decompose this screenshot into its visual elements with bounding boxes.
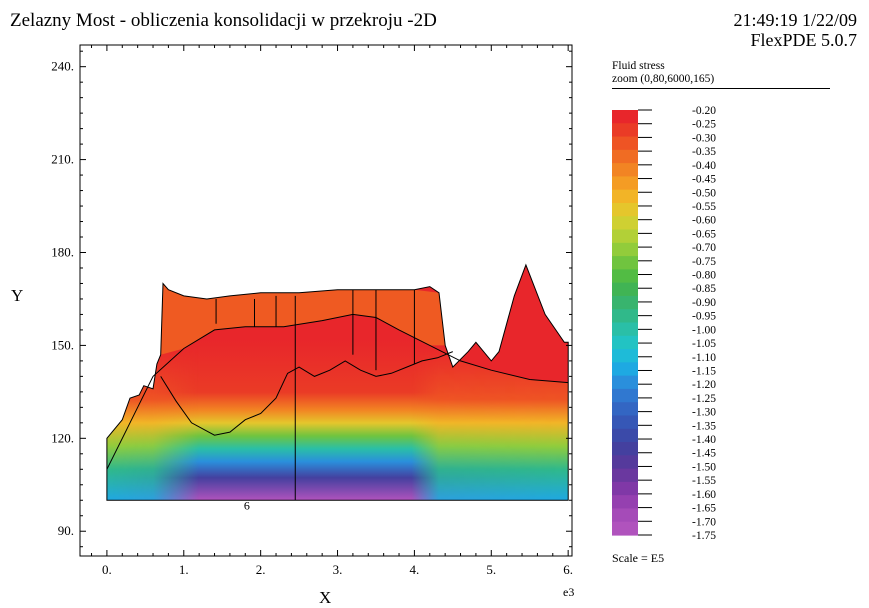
legend-swatch-29 [612, 495, 638, 510]
legend-swatch-10 [612, 242, 638, 257]
legend-label-26: -1.50 [692, 461, 716, 473]
legend-swatch-16 [612, 322, 638, 337]
timestamp: 21:49:19 1/22/09 [733, 10, 857, 30]
y-tick-label-3: 180. [51, 244, 74, 259]
legend-swatch-18 [612, 349, 638, 363]
legend-swatch-14 [612, 295, 638, 310]
legend-swatch-5 [612, 176, 638, 191]
legend-label-19: -1.15 [692, 365, 716, 377]
legend-swatch-19 [612, 362, 638, 377]
legend-swatch-17 [612, 335, 638, 350]
legend-label-3: -0.35 [692, 146, 716, 158]
legend-label-11: -0.75 [692, 256, 716, 268]
legend-swatch-12 [612, 269, 638, 284]
legend-swatch-26 [612, 455, 638, 470]
legend-swatch-22 [612, 402, 638, 417]
x-tick-label-2: 2. [256, 562, 266, 577]
x-tick-label-5: 5. [486, 562, 496, 577]
legend-swatch-2 [612, 136, 638, 151]
legend-label-21: -1.25 [692, 393, 716, 405]
legend-variable: Fluid stress [612, 60, 665, 72]
legend-swatch-31 [612, 521, 638, 536]
legend-label-2: -0.30 [692, 132, 716, 144]
legend-label-16: -1.00 [692, 324, 716, 336]
legend-label-30: -1.70 [692, 516, 716, 528]
legend-label-10: -0.70 [692, 242, 716, 254]
legend-label-29: -1.65 [692, 503, 716, 515]
legend-swatch-15 [612, 309, 638, 324]
x-tick-label-0: 0. [102, 562, 112, 577]
legend-label-28: -1.60 [692, 489, 716, 501]
y-axis-label: Y [11, 286, 24, 305]
y-tick-label-4: 210. [51, 152, 74, 167]
y-tick-label-1: 120. [51, 430, 74, 445]
legend-swatch-8 [612, 216, 638, 231]
legend-header: Fluid stress zoom (0,80,6000,165) [612, 60, 714, 86]
legend-swatch-3 [612, 149, 638, 164]
legend-label-7: -0.55 [692, 201, 716, 213]
legend-label-8: -0.60 [692, 215, 716, 227]
legend-label-12: -0.80 [692, 270, 716, 282]
legend-swatch-13 [612, 282, 638, 297]
legend-scale: Scale = E5 [612, 551, 665, 565]
legend-label-17: -1.05 [692, 338, 716, 350]
legend-swatch-24 [612, 428, 638, 443]
legend-swatch-6 [612, 189, 638, 204]
legend-swatch-7 [612, 202, 638, 217]
legend-label-25: -1.45 [692, 448, 716, 460]
legend-swatch-20 [612, 375, 638, 390]
x-axis-multiplier: e3 [563, 585, 575, 599]
chart-title: Zelazny Most - obliczenia konsolidacji w… [10, 10, 437, 31]
legend-swatch-28 [612, 481, 638, 496]
legend-swatch-0 [612, 110, 638, 124]
x-tick-label-4: 4. [410, 562, 420, 577]
legend-label-23: -1.35 [692, 420, 716, 432]
fluid-stress-field [106, 264, 569, 501]
water-table-line [106, 313, 569, 470]
legend-swatch-23 [612, 415, 638, 430]
legend-swatch-30 [612, 508, 638, 523]
y-tick-label-2: 150. [51, 337, 74, 352]
legend-label-0: -0.20 [692, 105, 716, 117]
legend-swatch-25 [612, 442, 638, 456]
legend-label-24: -1.40 [692, 434, 716, 446]
legend-label-15: -0.95 [692, 311, 716, 323]
x-tick-label-6: 6. [563, 562, 573, 577]
legend-label-6: -0.50 [692, 187, 716, 199]
legend-swatch-11 [612, 256, 638, 270]
legend-label-9: -0.65 [692, 228, 716, 240]
x-tick-label-3: 3. [333, 562, 343, 577]
interior-label: 6 [244, 499, 250, 513]
legend-zoom: zoom (0,80,6000,165) [612, 73, 715, 85]
legend-divider [612, 88, 830, 89]
legend-swatch-1 [612, 123, 638, 138]
legend-label-20: -1.20 [692, 379, 716, 391]
legend-swatch-21 [612, 388, 638, 403]
legend-label-13: -0.85 [692, 283, 716, 295]
legend-label-4: -0.40 [692, 160, 716, 172]
legend-label-1: -0.25 [692, 119, 716, 131]
legend-label-14: -0.90 [692, 297, 716, 309]
legend-label-5: -0.45 [692, 174, 716, 186]
legend-label-27: -1.55 [692, 475, 716, 487]
legend-label-18: -1.10 [692, 352, 716, 364]
y-tick-label-5: 240. [51, 59, 74, 74]
software-version: FlexPDE 5.0.7 [750, 30, 857, 50]
domain-boundary [106, 263, 569, 501]
x-tick-label-1: 1. [179, 562, 189, 577]
y-tick-label-0: 90. [58, 523, 74, 538]
x-axis-label: X [319, 588, 332, 607]
lower-layer-line [160, 351, 453, 436]
legend-swatch-4 [612, 163, 638, 178]
legend-label-31: -1.75 [692, 530, 716, 542]
legend-swatch-9 [612, 229, 638, 244]
timestamp-block: 21:49:19 1/22/09 FlexPDE 5.0.7 [733, 10, 857, 50]
legend-label-22: -1.30 [692, 407, 716, 419]
legend-swatch-27 [612, 468, 638, 483]
